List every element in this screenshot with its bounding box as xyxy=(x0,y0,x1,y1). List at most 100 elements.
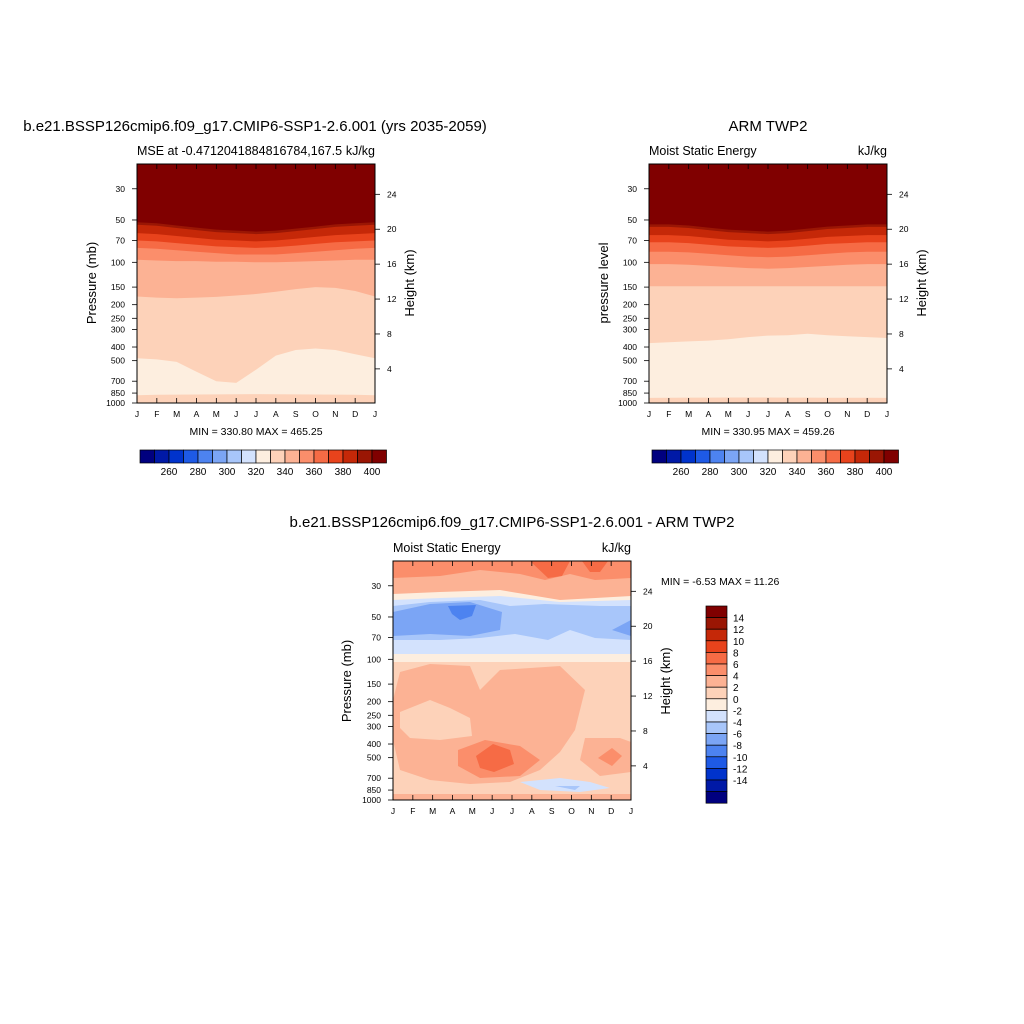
x-tick-label: J xyxy=(746,409,750,419)
y-right-tick-label: 16 xyxy=(643,656,653,666)
panel-obs-subtitle: Moist Static Energy xyxy=(649,144,757,158)
x-tick-label: S xyxy=(805,409,811,419)
colorbar-label: -6 xyxy=(733,730,742,741)
colorbar-label: -10 xyxy=(733,753,748,764)
panel-model-colorbar: 260 280 300 320 340 360 380 400 xyxy=(139,449,387,478)
colorbar-box xyxy=(705,686,728,700)
y-tick-label: 200 xyxy=(623,300,637,310)
panel-diff-ylabel: Pressure (mb) xyxy=(339,640,354,722)
y-right-tick-label: 8 xyxy=(387,329,392,339)
colorbar-box xyxy=(854,449,870,464)
colorbar-label: 260 xyxy=(161,467,178,478)
colorbar-box xyxy=(371,449,387,464)
colorbar-label: 280 xyxy=(702,467,719,478)
x-tick-label: N xyxy=(844,409,850,419)
y-tick-label: 400 xyxy=(367,739,381,749)
panel-model-plot-area xyxy=(137,164,375,403)
panel-model-ylabel: Pressure (mb) xyxy=(84,242,99,324)
colorbar-box xyxy=(270,449,286,464)
x-tick-label: J xyxy=(885,409,889,419)
colorbar-box xyxy=(705,744,728,758)
x-tick-label: M xyxy=(469,806,476,816)
colorbar-label: 10 xyxy=(733,637,745,648)
y-tick-label: 500 xyxy=(367,753,381,763)
x-tick-label: A xyxy=(273,409,279,419)
colorbar-label: 8 xyxy=(733,648,739,659)
x-tick-label: O xyxy=(824,409,831,419)
colorbar-label: 0 xyxy=(733,695,739,706)
x-tick-label: S xyxy=(293,409,299,419)
colorbar-box xyxy=(705,721,728,734)
y-tick-label: 100 xyxy=(111,257,125,267)
y-tick-label: 300 xyxy=(111,324,125,334)
colorbar-box xyxy=(299,449,315,464)
colorbar-label: 380 xyxy=(335,467,352,478)
colorbar-label: 2 xyxy=(733,683,739,694)
y-tick-label: 70 xyxy=(116,236,126,246)
panel-diff: b.e21.BSSP126cmip6.f09_g17.CMIP6-SSP1-2.… xyxy=(290,514,780,816)
colorbar-box xyxy=(705,640,728,653)
y-tick-label: 100 xyxy=(623,257,637,267)
x-tick-label: M xyxy=(725,409,732,419)
y-tick-label: 50 xyxy=(372,612,382,622)
y-tick-label: 200 xyxy=(367,697,381,707)
colorbar-label: 340 xyxy=(277,467,294,478)
panel-diff-ylabel-right: Height (km) xyxy=(658,647,673,714)
colorbar-box xyxy=(241,449,257,464)
y-right-tick-label: 20 xyxy=(899,224,909,234)
x-tick-label: M xyxy=(685,409,692,419)
colorbar-label: 4 xyxy=(733,672,739,683)
x-tick-label: J xyxy=(629,806,633,816)
colorbar-label: 280 xyxy=(190,467,207,478)
x-tick-label: J xyxy=(391,806,395,816)
y-tick-label: 250 xyxy=(111,313,125,323)
colorbar-box xyxy=(705,617,728,630)
colorbar-label: 400 xyxy=(364,467,381,478)
colorbar-label: -4 xyxy=(733,718,742,729)
colorbar-box xyxy=(883,449,899,464)
colorbar-box xyxy=(724,449,740,464)
y-right-tick-label: 12 xyxy=(643,691,653,701)
diff-band-8-10-top xyxy=(530,561,570,578)
panel-obs-title: ARM TWP2 xyxy=(729,118,808,135)
y-tick-label: 50 xyxy=(628,215,638,225)
colorbar-box xyxy=(680,449,696,464)
x-tick-label: O xyxy=(568,806,575,816)
y-tick-label: 150 xyxy=(367,679,381,689)
y-tick-label: 200 xyxy=(111,300,125,310)
y-tick-label: 400 xyxy=(623,342,637,352)
x-tick-label: A xyxy=(785,409,791,419)
diff-band-minus4-minus6 xyxy=(393,602,502,636)
panel-diff-units: kJ/kg xyxy=(602,541,631,555)
y-tick-label: 1000 xyxy=(106,398,125,408)
diff-band-2-4-hole xyxy=(400,700,472,740)
x-tick-label: J xyxy=(510,806,514,816)
colorbar-label: 14 xyxy=(733,614,745,625)
x-tick-label: M xyxy=(429,806,436,816)
x-tick-label: N xyxy=(588,806,594,816)
colorbar-label: 380 xyxy=(847,467,864,478)
colorbar-label: 320 xyxy=(760,467,777,478)
x-tick-label: S xyxy=(549,806,555,816)
colorbar-label: 300 xyxy=(219,467,236,478)
panel-model-stats: MIN = 330.80 MAX = 465.25 xyxy=(189,426,322,438)
y-right-tick-label: 4 xyxy=(387,364,392,374)
panel-model-title: b.e21.BSSP126cmip6.f09_g17.CMIP6-SSP1-2.… xyxy=(23,118,487,135)
panel-obs-colorbar: 260 280 300 320 340 360 380 400 xyxy=(651,449,899,478)
x-tick-label: O xyxy=(312,409,319,419)
x-tick-label: J xyxy=(254,409,258,419)
colorbar-box xyxy=(313,449,329,464)
x-tick-label: F xyxy=(666,409,671,419)
colorbar-box xyxy=(705,675,728,688)
colorbar-box xyxy=(168,449,184,464)
y-tick-label: 700 xyxy=(623,376,637,386)
colorbar-label: 12 xyxy=(733,625,745,636)
y-tick-label: 30 xyxy=(116,184,126,194)
colorbar-label: -2 xyxy=(733,706,742,717)
panel-model-ylabel-right: Height (km) xyxy=(402,249,417,316)
colorbar-box xyxy=(197,449,213,464)
y-tick-label: 400 xyxy=(111,342,125,352)
